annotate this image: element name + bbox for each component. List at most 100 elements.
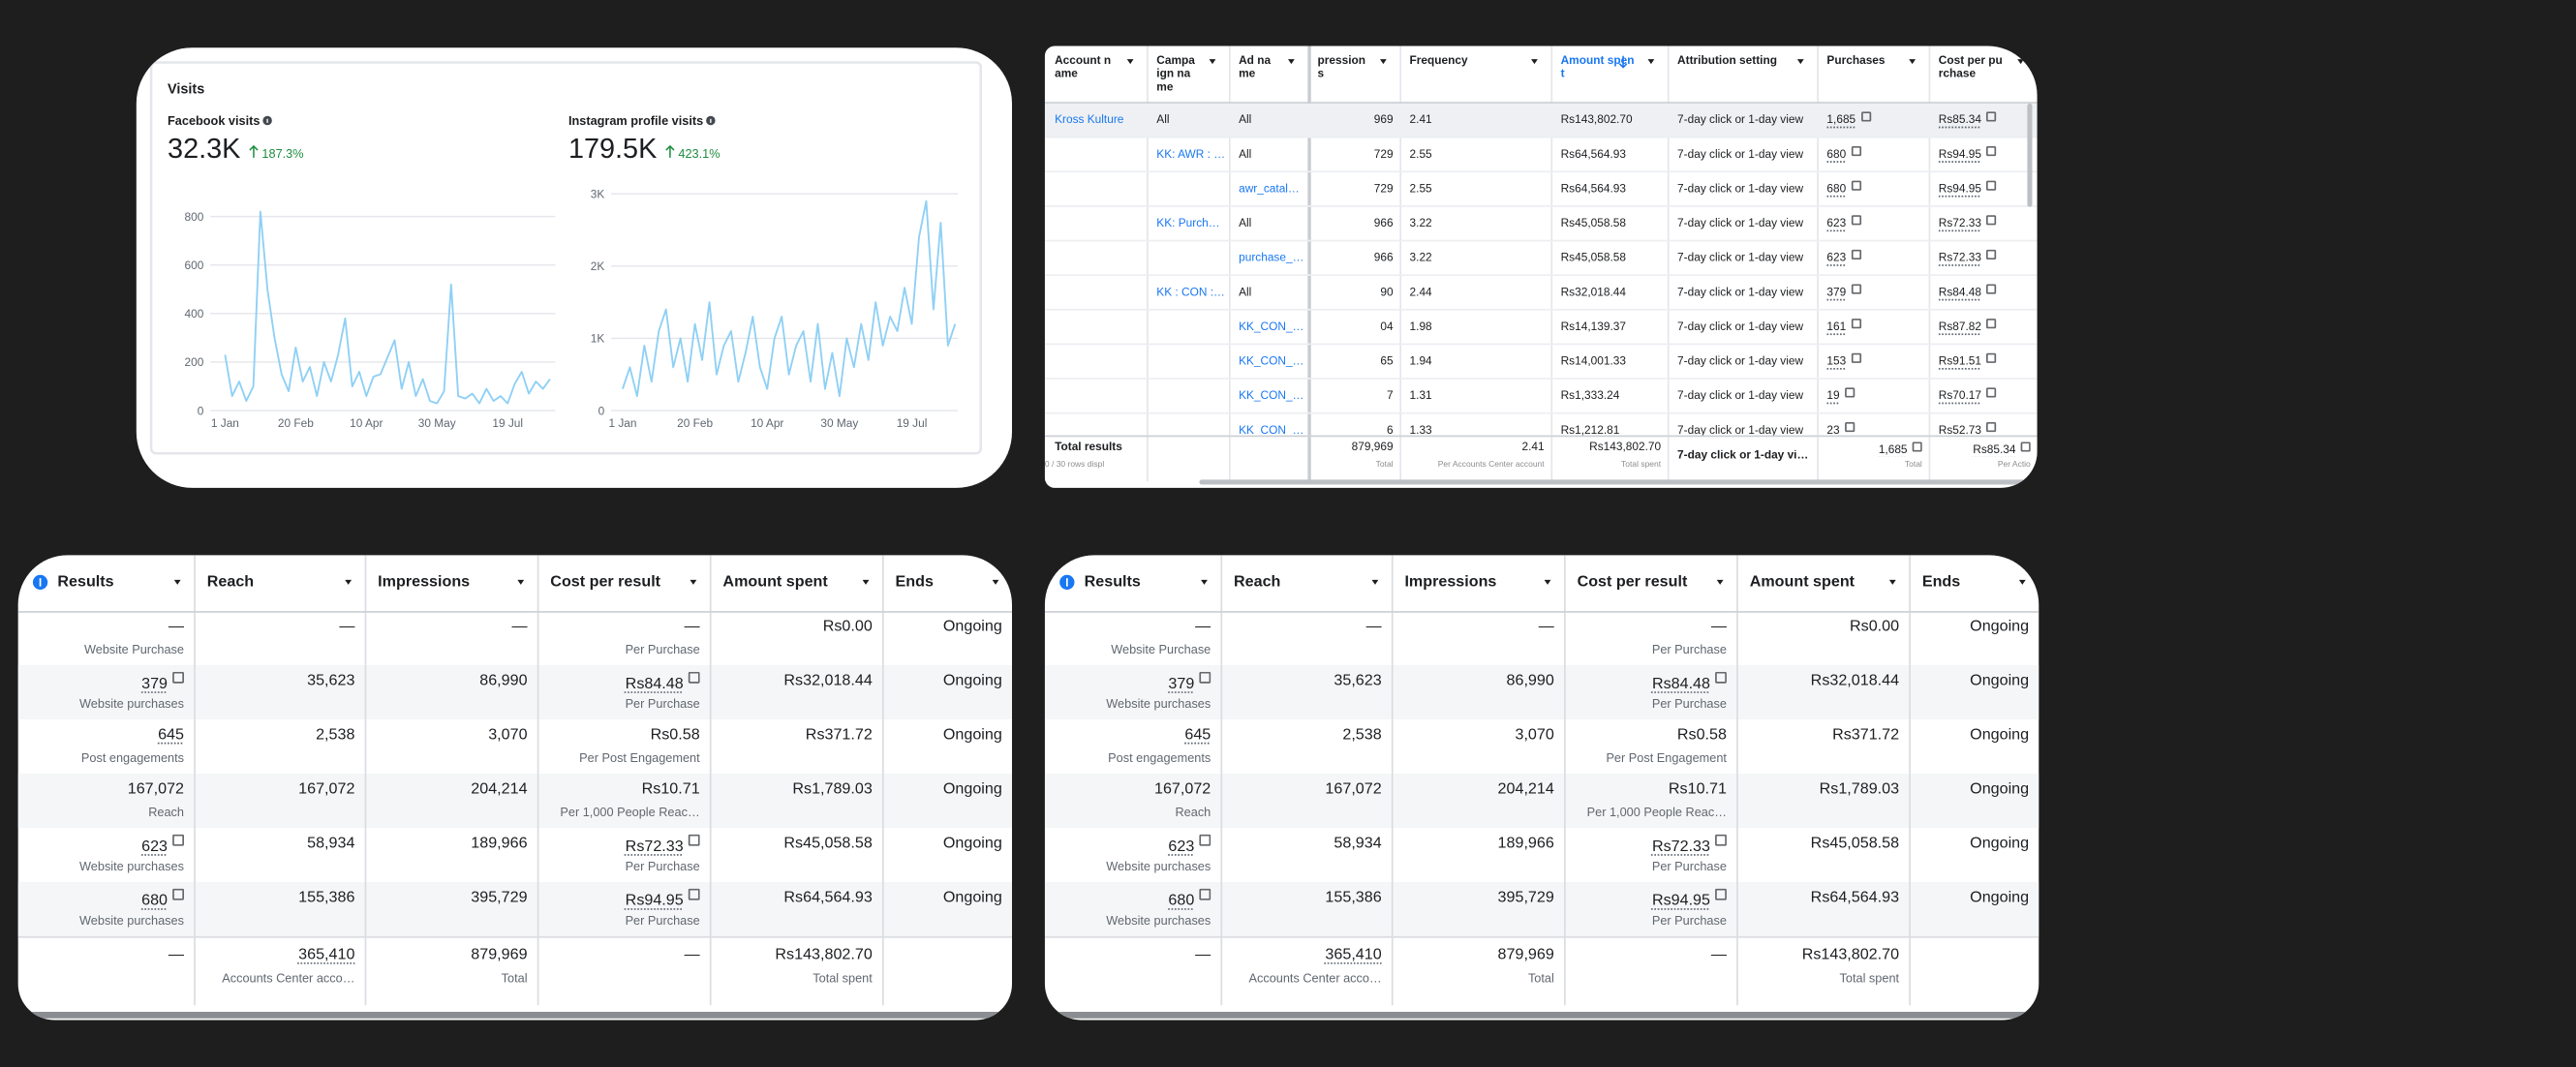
cell-value: Ongoing bbox=[882, 672, 1002, 690]
cell-value: Rs94.95 bbox=[1564, 888, 1727, 910]
column-menu[interactable] bbox=[1544, 579, 1551, 585]
comparison-icon bbox=[1851, 180, 1861, 191]
column-header[interactable]: Cost per purchase bbox=[1938, 55, 2003, 81]
cell-value: Rs1,789.03 bbox=[1736, 780, 1899, 799]
entity-link[interactable]: Kross Kulture bbox=[1055, 114, 1124, 127]
column-menu[interactable] bbox=[1209, 59, 1216, 65]
column-header[interactable]: Ends bbox=[1921, 573, 1961, 592]
chart-title: Facebook visits bbox=[168, 113, 260, 128]
x-tick-label: 30 May bbox=[820, 416, 858, 430]
total-value: 879,969 bbox=[1351, 442, 1394, 454]
column-menu[interactable] bbox=[1201, 579, 1208, 585]
entity-link[interactable]: KK: Purch… bbox=[1156, 218, 1220, 230]
column-header[interactable]: Results bbox=[1084, 573, 1141, 592]
cell-caption: Accounts Center acco… bbox=[222, 970, 355, 986]
table-cell: Rs94.95 bbox=[1939, 172, 2034, 207]
column-header[interactable]: Impressions bbox=[378, 573, 471, 592]
column-header[interactable]: Account name bbox=[1055, 55, 1112, 81]
entity-link[interactable]: KK: AWR : … bbox=[1156, 149, 1226, 162]
column-header[interactable]: Campaign name bbox=[1156, 55, 1195, 94]
column-menu[interactable] bbox=[173, 579, 181, 585]
metric-value: Rs52.73 bbox=[1938, 425, 1982, 436]
comparison-icon bbox=[1986, 319, 1997, 329]
value-text: Ongoing bbox=[1970, 671, 2030, 690]
cell-value: — bbox=[1392, 618, 1554, 636]
value-text: Rs84.48 bbox=[1651, 675, 1710, 693]
column-menu[interactable] bbox=[1371, 579, 1379, 585]
cell-caption: Reach bbox=[148, 805, 185, 820]
table-cell: Rs1,212.81 bbox=[1560, 425, 1620, 436]
total-value: Rs143,802.70 bbox=[1589, 442, 1662, 454]
header-border bbox=[17, 611, 1013, 613]
cell-value: — bbox=[365, 618, 527, 636]
column-menu[interactable] bbox=[690, 579, 697, 585]
value-text: 167,072 bbox=[127, 779, 185, 799]
cell-value: 365,410 bbox=[1220, 946, 1381, 964]
column-header[interactable]: Frequency bbox=[1409, 55, 1468, 68]
column-menu[interactable] bbox=[2017, 59, 2025, 65]
entity-link[interactable]: KK_CON_… bbox=[1239, 425, 1304, 436]
metric-value: Rs91.51 bbox=[1938, 356, 1982, 369]
cell-caption: Per Purchase bbox=[625, 859, 700, 874]
cell-value: 167,072 bbox=[1220, 780, 1381, 799]
entity-link[interactable]: KK : CON :… bbox=[1156, 287, 1225, 299]
column-header[interactable]: Results bbox=[57, 573, 114, 592]
column-header[interactable]: Amount spent bbox=[1749, 573, 1855, 592]
column-menu[interactable] bbox=[1380, 59, 1387, 65]
cell-value: Ongoing bbox=[882, 618, 1002, 636]
trend-arrow bbox=[249, 144, 259, 158]
column-menu[interactable] bbox=[1909, 59, 1917, 65]
comparison-icon bbox=[172, 834, 185, 846]
column-menu[interactable] bbox=[1647, 59, 1655, 65]
column-header[interactable]: Reach bbox=[206, 573, 255, 592]
column-header[interactable]: Cost per result bbox=[550, 573, 661, 592]
table-cell: 7-day click or 1-day view bbox=[1677, 253, 1804, 265]
column-header[interactable]: Ends bbox=[895, 573, 934, 592]
column-menu[interactable] bbox=[2018, 579, 2026, 585]
cell-value: — bbox=[1564, 618, 1727, 636]
table-cell: 7-day click or 1-day view bbox=[1677, 218, 1804, 230]
value-text: 189,966 bbox=[1497, 834, 1554, 853]
entity-link[interactable]: KK_CON_… bbox=[1239, 356, 1304, 369]
sort-arrow[interactable] bbox=[1618, 55, 1628, 70]
cell-value: Rs84.48 bbox=[1564, 671, 1727, 693]
table-cell: Rs14,139.37 bbox=[1560, 321, 1626, 334]
value-text: 879,969 bbox=[1497, 946, 1554, 964]
row-shade bbox=[1044, 774, 2039, 829]
value-text: 395,729 bbox=[1497, 888, 1554, 907]
column-menu[interactable] bbox=[517, 579, 525, 585]
value-text: 680 bbox=[1168, 892, 1195, 910]
column-menu[interactable] bbox=[862, 579, 870, 585]
table-cell: Rs85.34 bbox=[1939, 104, 2034, 138]
column-menu[interactable] bbox=[1716, 579, 1724, 585]
column-menu[interactable] bbox=[1888, 579, 1896, 585]
value-text: Rs10.71 bbox=[1668, 779, 1727, 799]
total-caption: Total spent bbox=[1621, 460, 1662, 471]
column-menu[interactable] bbox=[1531, 59, 1538, 65]
entity-link[interactable]: KK_CON_… bbox=[1239, 390, 1304, 403]
column-header[interactable]: Purchases bbox=[1826, 55, 1886, 68]
column-header[interactable]: Ad name bbox=[1239, 55, 1272, 81]
column-header[interactable]: pressions bbox=[1317, 55, 1366, 81]
column-header[interactable]: Attribution setting bbox=[1677, 55, 1777, 68]
value-text: 879,969 bbox=[471, 946, 528, 964]
column-menu[interactable] bbox=[1288, 59, 1295, 65]
entity-link[interactable]: KK_CON_… bbox=[1239, 321, 1304, 334]
comparison-icon bbox=[1851, 319, 1861, 329]
column-menu[interactable] bbox=[1126, 59, 1134, 65]
column-menu[interactable] bbox=[1796, 59, 1804, 65]
column-header[interactable]: Amount spent bbox=[1560, 55, 1635, 81]
entity-link[interactable]: awr_catal… bbox=[1239, 184, 1300, 196]
column-header[interactable]: Cost per result bbox=[1577, 573, 1688, 592]
column-menu[interactable] bbox=[345, 579, 353, 585]
y-tick-label: 200 bbox=[185, 355, 204, 369]
entity-link[interactable]: purchase_… bbox=[1239, 253, 1304, 265]
column-header[interactable]: Reach bbox=[1234, 573, 1281, 592]
column-header[interactable]: Amount spent bbox=[722, 573, 828, 592]
table-cell: Rs94.95 bbox=[1939, 138, 2034, 173]
y-tick-label: 0 bbox=[598, 404, 605, 417]
column-header[interactable]: Impressions bbox=[1404, 573, 1497, 592]
column-divider bbox=[709, 555, 712, 1006]
value-text: Rs32,018.44 bbox=[1810, 671, 1900, 690]
column-menu[interactable] bbox=[992, 579, 999, 585]
